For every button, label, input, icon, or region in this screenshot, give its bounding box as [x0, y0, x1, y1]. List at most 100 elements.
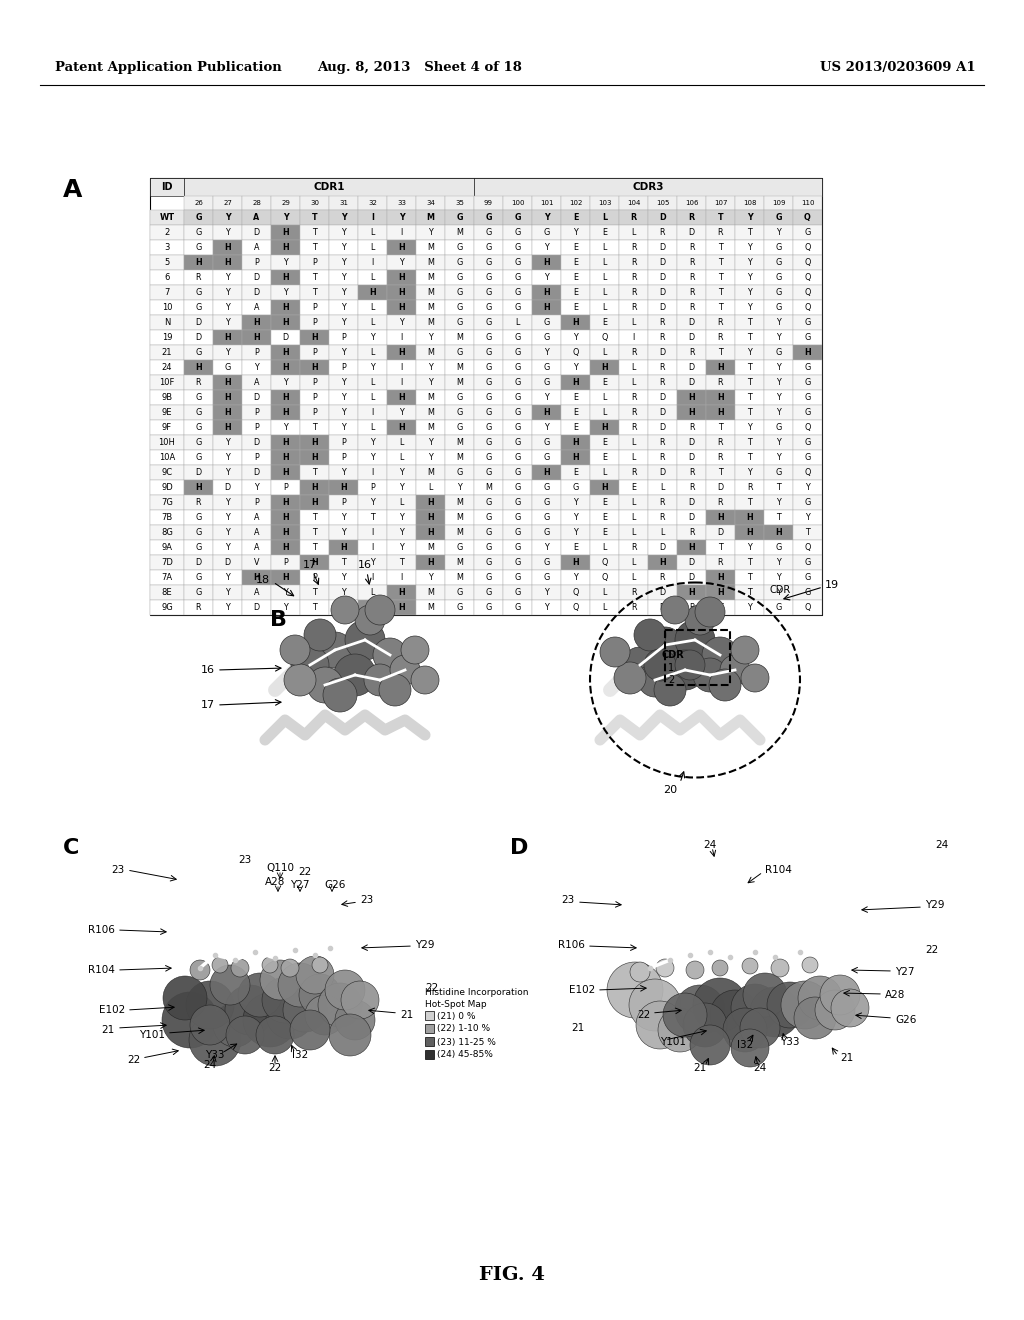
Text: G26: G26	[895, 1015, 916, 1026]
Circle shape	[665, 649, 705, 690]
Text: A: A	[254, 528, 259, 537]
Bar	[329, 345, 358, 360]
Text: 10A: 10A	[159, 453, 175, 462]
Text: H: H	[340, 483, 347, 492]
Text: P: P	[341, 333, 346, 342]
Text: T: T	[776, 513, 781, 521]
Text: 6: 6	[164, 273, 170, 282]
Circle shape	[656, 960, 674, 977]
Text: Y: Y	[776, 363, 781, 372]
Text: Q: Q	[804, 543, 811, 552]
Bar	[242, 554, 271, 570]
Bar	[590, 540, 618, 554]
Bar	[618, 345, 648, 360]
Text: 30: 30	[310, 201, 319, 206]
Text: G: G	[514, 483, 520, 492]
Bar	[532, 510, 561, 525]
Bar	[213, 210, 242, 224]
Bar	[387, 510, 416, 525]
Text: Y: Y	[370, 363, 375, 372]
Text: G: G	[805, 228, 811, 238]
Bar	[184, 510, 213, 525]
Bar	[648, 480, 677, 495]
Text: H: H	[196, 257, 202, 267]
Bar	[416, 495, 445, 510]
Text: Y101: Y101	[139, 1030, 165, 1040]
Text: H: H	[572, 318, 579, 327]
Bar	[213, 240, 242, 255]
Text: 101: 101	[540, 201, 553, 206]
Bar	[793, 495, 822, 510]
Text: 23: 23	[360, 895, 374, 906]
Bar	[474, 540, 503, 554]
Text: D: D	[718, 528, 724, 537]
Text: G: G	[485, 363, 492, 372]
Text: I: I	[400, 228, 402, 238]
Bar	[706, 465, 735, 480]
Text: L: L	[632, 378, 636, 387]
Text: Y: Y	[428, 333, 433, 342]
Text: Y: Y	[341, 469, 346, 477]
Bar	[329, 601, 358, 615]
Text: T: T	[776, 483, 781, 492]
Bar	[648, 255, 677, 271]
Text: T: T	[748, 228, 752, 238]
Text: G: G	[457, 273, 463, 282]
Text: R: R	[659, 363, 666, 372]
Circle shape	[401, 636, 429, 664]
Bar	[648, 285, 677, 300]
Text: M: M	[456, 363, 463, 372]
Text: G: G	[544, 318, 550, 327]
Text: Q: Q	[804, 243, 811, 252]
Bar	[735, 480, 764, 495]
Text: T: T	[805, 528, 810, 537]
Bar	[329, 375, 358, 389]
Text: P: P	[254, 408, 259, 417]
Bar	[184, 240, 213, 255]
Bar	[358, 255, 387, 271]
Bar	[735, 495, 764, 510]
Text: L: L	[371, 304, 375, 312]
Text: H: H	[311, 483, 317, 492]
Bar	[590, 285, 618, 300]
Text: Y: Y	[776, 408, 781, 417]
Bar	[590, 315, 618, 330]
Circle shape	[731, 1030, 769, 1067]
Bar	[213, 495, 242, 510]
Bar	[618, 525, 648, 540]
Bar	[445, 210, 474, 224]
Bar	[300, 300, 329, 315]
Bar	[184, 585, 213, 601]
Text: R: R	[631, 257, 636, 267]
Text: H: H	[283, 408, 289, 417]
Bar	[648, 570, 677, 585]
Text: G: G	[196, 453, 202, 462]
Bar	[735, 601, 764, 615]
Bar	[618, 210, 648, 224]
Text: Y: Y	[748, 273, 752, 282]
Text: H: H	[283, 513, 289, 521]
Bar	[764, 601, 793, 615]
Text: H: H	[224, 393, 230, 403]
Text: R: R	[631, 273, 636, 282]
Text: 27: 27	[223, 201, 232, 206]
Text: P: P	[254, 422, 259, 432]
Bar	[358, 450, 387, 465]
Text: 2: 2	[668, 675, 674, 685]
Bar	[242, 360, 271, 375]
Text: R106: R106	[88, 925, 115, 935]
Bar	[300, 195, 329, 210]
Bar	[213, 465, 242, 480]
Bar	[416, 436, 445, 450]
Text: T: T	[312, 543, 316, 552]
Text: H: H	[253, 318, 260, 327]
Bar	[445, 195, 474, 210]
Bar	[735, 210, 764, 224]
Bar	[590, 389, 618, 405]
Text: P: P	[312, 257, 316, 267]
Bar	[793, 420, 822, 436]
Bar	[793, 285, 822, 300]
Bar	[358, 195, 387, 210]
Bar	[242, 480, 271, 495]
Text: Y: Y	[341, 304, 346, 312]
